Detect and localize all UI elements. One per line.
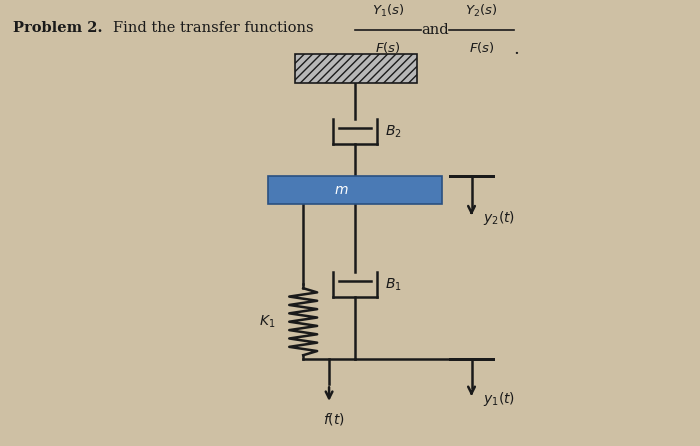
Text: Problem 2.: Problem 2. bbox=[13, 21, 103, 35]
Text: $Y_2(s)$: $Y_2(s)$ bbox=[466, 3, 498, 19]
Text: .: . bbox=[513, 40, 519, 58]
Text: $B_1$: $B_1$ bbox=[385, 276, 402, 293]
Text: $F(s)$: $F(s)$ bbox=[468, 40, 494, 54]
Text: $f(t)$: $f(t)$ bbox=[323, 411, 345, 427]
Text: $y_2(t)$: $y_2(t)$ bbox=[484, 209, 516, 227]
Text: $K_1$: $K_1$ bbox=[259, 314, 275, 330]
Text: Find the transfer functions: Find the transfer functions bbox=[113, 21, 314, 35]
Text: $y_1(t)$: $y_1(t)$ bbox=[484, 390, 516, 408]
Text: $B_2$: $B_2$ bbox=[385, 124, 402, 140]
Text: and: and bbox=[421, 23, 449, 37]
Bar bbox=[295, 54, 416, 83]
Text: $m$: $m$ bbox=[334, 183, 349, 197]
Text: $Y_1(s)$: $Y_1(s)$ bbox=[372, 3, 404, 19]
Text: $F(s)$: $F(s)$ bbox=[375, 40, 400, 54]
Bar bbox=[268, 177, 442, 204]
